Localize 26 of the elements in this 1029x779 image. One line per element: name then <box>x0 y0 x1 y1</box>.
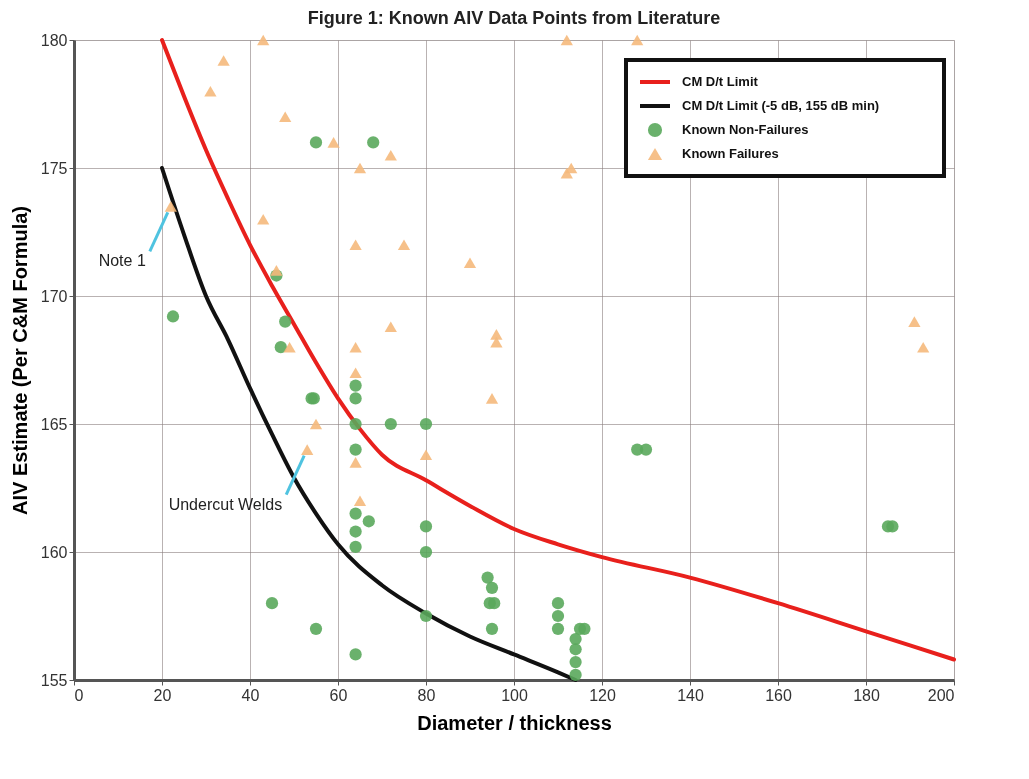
x-tick-label: 200 <box>927 686 955 704</box>
legend-label: CM D/t Limit <box>682 74 759 89</box>
y-tick-label: 155 <box>40 671 68 689</box>
y-tick-label: 160 <box>40 543 68 561</box>
chart-title: Figure 1: Known AIV Data Points from Literature <box>307 8 721 28</box>
x-tick-label: 160 <box>765 686 792 704</box>
legend-label: CM D/t Limit (-5 dB, 155 dB min) <box>682 98 880 113</box>
x-tick-label: 40 <box>241 686 260 704</box>
x-axis-title: Diameter / thickness <box>417 711 612 734</box>
legend-label: Known Non-Failures <box>682 122 809 137</box>
annotation: Note 1 <box>98 252 146 270</box>
y-tick-label: 180 <box>40 31 68 49</box>
x-tick-label: 60 <box>329 686 348 704</box>
y-tick-label: 165 <box>40 415 68 433</box>
x-tick-label: 180 <box>853 686 880 704</box>
legend-label: Known Failures <box>682 146 779 161</box>
x-tick-label: 120 <box>589 686 616 704</box>
y-tick-label: 170 <box>40 287 68 305</box>
x-tick-label: 20 <box>153 686 172 704</box>
x-tick-label: 80 <box>417 686 436 704</box>
x-tick-label: 0 <box>74 686 84 704</box>
x-tick-label: 100 <box>501 686 528 704</box>
y-axis-title: AIV Estimate (Per C&M Formula) <box>8 206 31 515</box>
x-tick-label: 140 <box>677 686 704 704</box>
y-tick-label: 175 <box>40 159 68 177</box>
annotation: Undercut Welds <box>168 495 283 513</box>
